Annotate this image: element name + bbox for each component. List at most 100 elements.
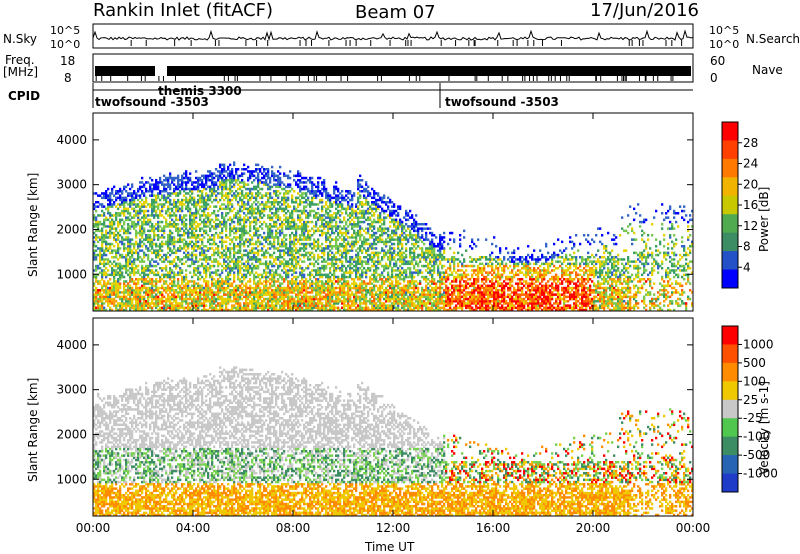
scatter-cell (231, 170, 233, 173)
scatter-cell (209, 304, 211, 307)
scatter-cell (151, 243, 153, 246)
scatter-cell (225, 221, 227, 224)
scatter-cell (139, 298, 141, 301)
scatter-cell (177, 293, 179, 296)
scatter-cell (199, 197, 201, 200)
scatter-cell (177, 192, 179, 195)
scatter-cell (297, 307, 299, 310)
scatter-cell (327, 300, 329, 303)
scatter-cell (241, 291, 243, 294)
scatter-cell (239, 298, 241, 301)
scatter-cell (343, 232, 345, 235)
scatter-cell (95, 307, 97, 310)
scatter-cell (169, 199, 171, 202)
scatter-cell (279, 166, 281, 169)
scatter-cell (147, 238, 149, 241)
scatter-cell (189, 298, 191, 301)
scatter-cell (127, 203, 129, 206)
scatter-cell (285, 212, 287, 215)
scatter-cell (335, 258, 337, 261)
scatter-cell (321, 289, 323, 292)
scatter-cell (181, 238, 183, 241)
scatter-cell (143, 183, 145, 186)
scatter-cell (263, 183, 265, 186)
scatter-cell (333, 293, 335, 296)
scatter-cell (113, 285, 115, 288)
scatter-cell (327, 230, 329, 233)
scatter-cell (105, 291, 107, 294)
scatter-cell (223, 183, 225, 186)
scatter-cell (153, 285, 155, 288)
scatter-cell (289, 245, 291, 248)
scatter-cell (105, 225, 107, 228)
scatter-cell (167, 214, 169, 217)
scatter-cell (319, 296, 321, 299)
scatter-cell (155, 293, 157, 296)
scatter-cell (115, 287, 117, 290)
scatter-cell (329, 287, 331, 290)
scatter-cell (125, 298, 127, 301)
scatter-cell (333, 216, 335, 219)
scatter-cell (321, 192, 323, 195)
scatter-cell (337, 249, 339, 252)
scatter-cell (297, 285, 299, 288)
scatter-cell (173, 192, 175, 195)
scatter-cell (237, 203, 239, 206)
scatter-cell (181, 186, 183, 189)
scatter-cell (341, 276, 343, 279)
scatter-cell (161, 260, 163, 263)
scatter-cell (187, 245, 189, 248)
scatter-cell (107, 197, 109, 200)
scatter-cell (297, 192, 299, 195)
scatter-cell (299, 302, 301, 305)
scatter-cell (275, 293, 277, 296)
scatter-cell (319, 300, 321, 303)
scatter-cell (321, 181, 323, 184)
scatter-cell (323, 205, 325, 208)
scatter-cell (289, 190, 291, 193)
scatter-cell (137, 245, 139, 248)
scatter-cell (131, 203, 133, 206)
scatter-cell (151, 201, 153, 204)
scatter-cell (317, 263, 319, 266)
scatter-cell (281, 269, 283, 272)
scatter-cell (221, 269, 223, 272)
scatter-cell (255, 271, 257, 274)
scatter-cell (141, 304, 143, 307)
scatter-cell (185, 282, 187, 285)
scatter-cell (111, 282, 113, 285)
scatter-cell (303, 232, 305, 235)
scatter-cell (307, 179, 309, 182)
scatter-cell (195, 238, 197, 241)
scatter-cell (341, 252, 343, 255)
scatter-cell (235, 263, 237, 266)
scatter-cell (351, 258, 353, 261)
scatter-cell (145, 269, 147, 272)
scatter-cell (97, 282, 99, 285)
scatter-cell (343, 307, 345, 310)
scatter-cell (107, 282, 109, 285)
scatter-cell (135, 291, 137, 294)
scatter-cell (341, 194, 343, 197)
scatter-cell (205, 214, 207, 217)
scatter-cell (325, 223, 327, 226)
scatter-cell (137, 282, 139, 285)
scatter-cell (323, 214, 325, 217)
scatter-cell (247, 203, 249, 206)
scatter-cell (193, 271, 195, 274)
scatter-cell (239, 245, 241, 248)
scatter-cell (277, 216, 279, 219)
scatter-cell (265, 276, 267, 279)
scatter-cell (101, 234, 103, 237)
scatter-cell (317, 278, 319, 281)
scatter-cell (127, 249, 129, 252)
scatter-cell (263, 221, 265, 224)
scatter-cell (211, 276, 213, 279)
scatter-cell (189, 179, 191, 182)
scatter-cell (145, 214, 147, 217)
scatter-cell (309, 271, 311, 274)
scatter-cell (109, 298, 111, 301)
scatter-cell (295, 287, 297, 290)
scatter-cell (325, 210, 327, 213)
scatter-cell (109, 289, 111, 292)
